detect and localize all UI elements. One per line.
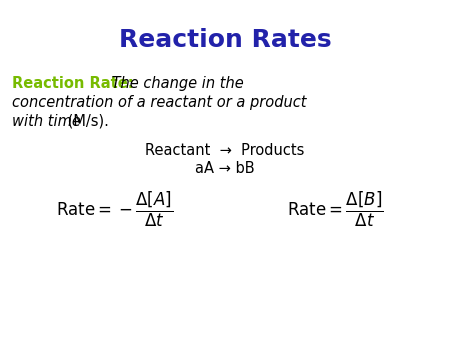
Text: (M/s).: (M/s). — [63, 114, 109, 129]
Text: Reaction Rates: Reaction Rates — [119, 28, 331, 52]
Text: The change in the: The change in the — [107, 76, 244, 91]
Text: $\mathrm{Rate} = -\dfrac{\Delta[A]}{\Delta t}$: $\mathrm{Rate} = -\dfrac{\Delta[A]}{\Del… — [57, 190, 174, 229]
Text: Reactant  →  Products: Reactant → Products — [145, 143, 305, 158]
Text: aA → bB: aA → bB — [195, 161, 255, 176]
Text: with time: with time — [12, 114, 81, 129]
Text: concentration of a reactant or a product: concentration of a reactant or a product — [12, 95, 306, 110]
Text: Reaction Rate:: Reaction Rate: — [12, 76, 134, 91]
Text: $\mathrm{Rate} = \dfrac{\Delta[B]}{\Delta t}$: $\mathrm{Rate} = \dfrac{\Delta[B]}{\Delt… — [287, 190, 383, 229]
